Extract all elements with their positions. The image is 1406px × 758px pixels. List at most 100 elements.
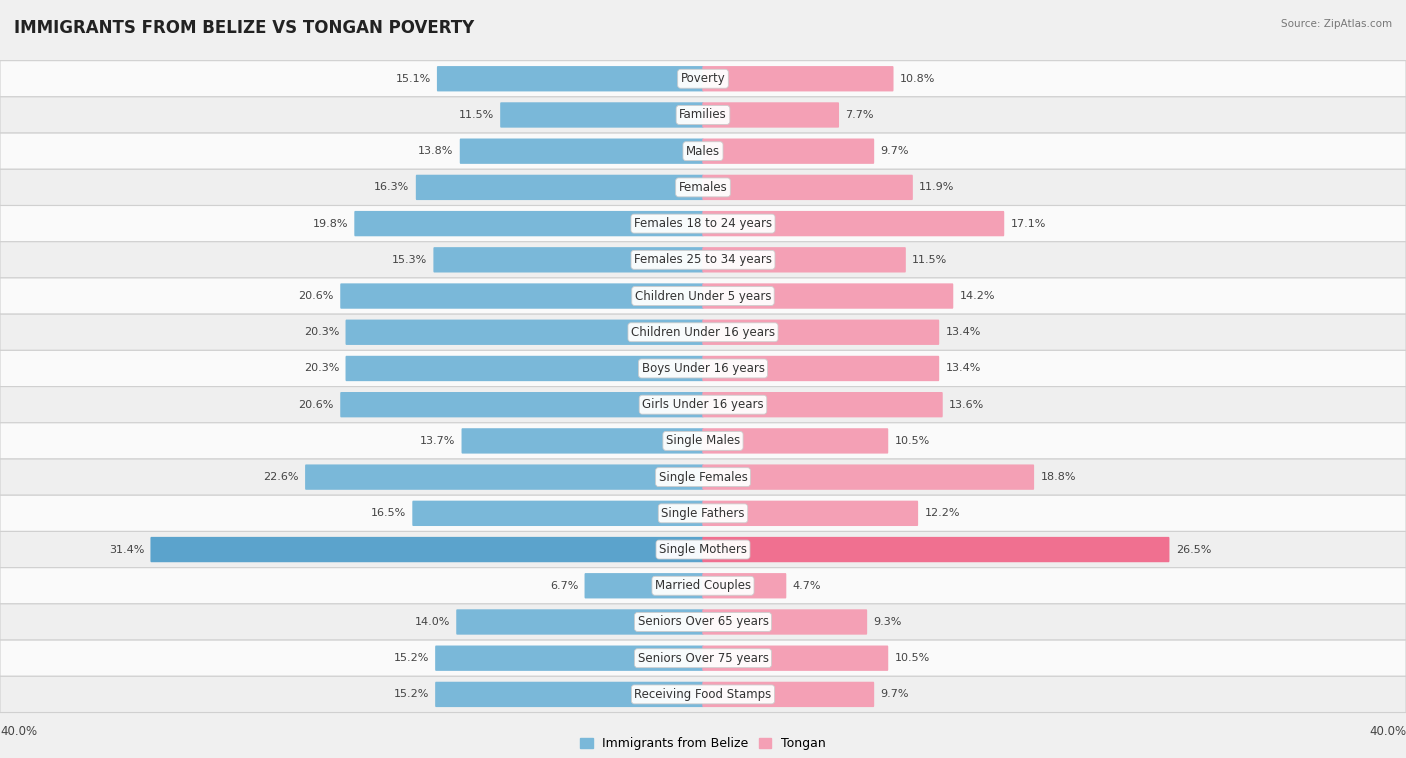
FancyBboxPatch shape: [0, 169, 1406, 205]
Text: 17.1%: 17.1%: [1011, 218, 1046, 229]
Text: Married Couples: Married Couples: [655, 579, 751, 592]
FancyBboxPatch shape: [0, 242, 1406, 278]
Text: Girls Under 16 years: Girls Under 16 years: [643, 398, 763, 411]
Text: 7.7%: 7.7%: [845, 110, 875, 120]
Text: 10.8%: 10.8%: [900, 74, 935, 83]
Text: Children Under 5 years: Children Under 5 years: [634, 290, 772, 302]
FancyBboxPatch shape: [703, 247, 905, 273]
FancyBboxPatch shape: [703, 500, 918, 526]
FancyBboxPatch shape: [340, 283, 704, 309]
Text: Females 18 to 24 years: Females 18 to 24 years: [634, 217, 772, 230]
FancyBboxPatch shape: [0, 133, 1406, 169]
Legend: Immigrants from Belize, Tongan: Immigrants from Belize, Tongan: [575, 732, 831, 755]
Text: 4.7%: 4.7%: [793, 581, 821, 590]
FancyBboxPatch shape: [461, 428, 704, 453]
Text: Females: Females: [679, 181, 727, 194]
Text: 31.4%: 31.4%: [108, 544, 145, 555]
Text: 6.7%: 6.7%: [550, 581, 578, 590]
Text: 40.0%: 40.0%: [1369, 725, 1406, 738]
FancyBboxPatch shape: [460, 139, 704, 164]
FancyBboxPatch shape: [436, 646, 704, 671]
Text: Single Mothers: Single Mothers: [659, 543, 747, 556]
Text: 13.8%: 13.8%: [418, 146, 453, 156]
FancyBboxPatch shape: [0, 459, 1406, 495]
FancyBboxPatch shape: [0, 604, 1406, 640]
FancyBboxPatch shape: [150, 537, 704, 562]
Text: Boys Under 16 years: Boys Under 16 years: [641, 362, 765, 375]
Text: 9.7%: 9.7%: [880, 690, 910, 700]
Text: Source: ZipAtlas.com: Source: ZipAtlas.com: [1281, 19, 1392, 29]
FancyBboxPatch shape: [703, 283, 953, 309]
FancyBboxPatch shape: [305, 465, 704, 490]
Text: 9.7%: 9.7%: [880, 146, 910, 156]
FancyBboxPatch shape: [703, 609, 868, 634]
Text: 14.2%: 14.2%: [960, 291, 995, 301]
FancyBboxPatch shape: [703, 465, 1035, 490]
FancyBboxPatch shape: [412, 500, 704, 526]
Text: Single Males: Single Males: [666, 434, 740, 447]
FancyBboxPatch shape: [0, 495, 1406, 531]
FancyBboxPatch shape: [0, 531, 1406, 568]
FancyBboxPatch shape: [703, 537, 1170, 562]
Text: IMMIGRANTS FROM BELIZE VS TONGAN POVERTY: IMMIGRANTS FROM BELIZE VS TONGAN POVERTY: [14, 19, 474, 37]
FancyBboxPatch shape: [354, 211, 704, 236]
FancyBboxPatch shape: [703, 320, 939, 345]
FancyBboxPatch shape: [0, 640, 1406, 676]
FancyBboxPatch shape: [346, 356, 704, 381]
FancyBboxPatch shape: [703, 646, 889, 671]
Text: 20.6%: 20.6%: [298, 291, 335, 301]
Text: 15.2%: 15.2%: [394, 653, 429, 663]
Text: 18.8%: 18.8%: [1040, 472, 1076, 482]
Text: 16.3%: 16.3%: [374, 183, 409, 193]
Text: 20.3%: 20.3%: [304, 364, 339, 374]
Text: 10.5%: 10.5%: [894, 436, 929, 446]
Text: 15.1%: 15.1%: [395, 74, 430, 83]
FancyBboxPatch shape: [416, 175, 704, 200]
Text: Females 25 to 34 years: Females 25 to 34 years: [634, 253, 772, 266]
FancyBboxPatch shape: [703, 681, 875, 707]
Text: Males: Males: [686, 145, 720, 158]
FancyBboxPatch shape: [437, 66, 704, 92]
FancyBboxPatch shape: [703, 356, 939, 381]
Text: Families: Families: [679, 108, 727, 121]
FancyBboxPatch shape: [0, 61, 1406, 97]
Text: 11.5%: 11.5%: [912, 255, 948, 265]
Text: 13.4%: 13.4%: [945, 327, 981, 337]
FancyBboxPatch shape: [456, 609, 704, 634]
FancyBboxPatch shape: [0, 676, 1406, 713]
Text: 16.5%: 16.5%: [371, 509, 406, 518]
Text: 14.0%: 14.0%: [415, 617, 450, 627]
Text: Children Under 16 years: Children Under 16 years: [631, 326, 775, 339]
FancyBboxPatch shape: [0, 350, 1406, 387]
Text: 11.5%: 11.5%: [458, 110, 494, 120]
FancyBboxPatch shape: [585, 573, 704, 599]
Text: 22.6%: 22.6%: [263, 472, 299, 482]
Text: Single Fathers: Single Fathers: [661, 507, 745, 520]
FancyBboxPatch shape: [0, 423, 1406, 459]
FancyBboxPatch shape: [703, 573, 786, 599]
FancyBboxPatch shape: [0, 278, 1406, 314]
FancyBboxPatch shape: [703, 102, 839, 127]
FancyBboxPatch shape: [436, 681, 704, 707]
Text: 12.2%: 12.2%: [925, 509, 960, 518]
FancyBboxPatch shape: [703, 211, 1004, 236]
FancyBboxPatch shape: [501, 102, 704, 127]
Text: 20.6%: 20.6%: [298, 399, 335, 409]
FancyBboxPatch shape: [340, 392, 704, 418]
Text: 15.2%: 15.2%: [394, 690, 429, 700]
FancyBboxPatch shape: [0, 97, 1406, 133]
FancyBboxPatch shape: [703, 392, 942, 418]
FancyBboxPatch shape: [346, 320, 704, 345]
FancyBboxPatch shape: [703, 428, 889, 453]
FancyBboxPatch shape: [703, 66, 894, 92]
Text: 15.3%: 15.3%: [392, 255, 427, 265]
FancyBboxPatch shape: [433, 247, 704, 273]
FancyBboxPatch shape: [0, 314, 1406, 350]
Text: Poverty: Poverty: [681, 72, 725, 85]
FancyBboxPatch shape: [0, 205, 1406, 242]
FancyBboxPatch shape: [703, 175, 912, 200]
Text: 10.5%: 10.5%: [894, 653, 929, 663]
FancyBboxPatch shape: [0, 568, 1406, 604]
Text: 26.5%: 26.5%: [1175, 544, 1211, 555]
Text: 11.9%: 11.9%: [920, 183, 955, 193]
